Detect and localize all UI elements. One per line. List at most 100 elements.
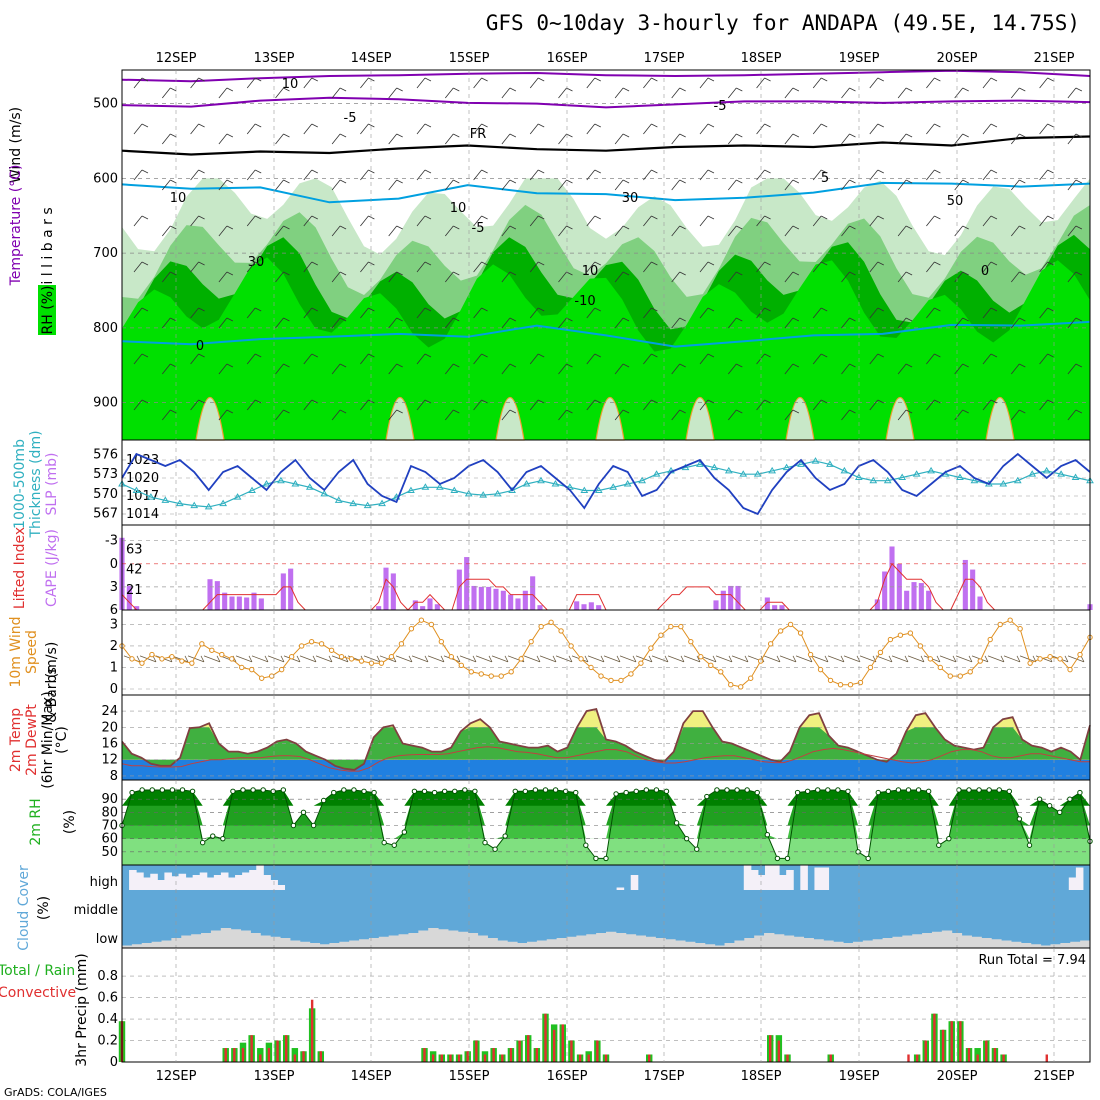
wind-barb: [190, 399, 205, 411]
wind-barb: [529, 307, 545, 319]
thickness-marker: [291, 480, 300, 487]
thickness-marker: [522, 480, 531, 487]
rh2m-marker: [774, 855, 781, 862]
wind-barb: [218, 271, 234, 283]
precip-convective-bar: [527, 1035, 530, 1062]
wind-barb: [473, 307, 488, 319]
cloud-low-bar: [1001, 940, 1012, 948]
cape-bar: [376, 606, 382, 610]
wind-speed-marker: [219, 651, 225, 658]
cloud-low-bar: [625, 934, 637, 948]
wind-speed-marker: [1047, 654, 1053, 660]
wind-barb: [275, 179, 290, 191]
wind-barb: [303, 77, 318, 89]
wind-barb: [812, 307, 828, 319]
cloud-high-bar: [786, 870, 794, 890]
cloud-high-bar: [136, 872, 144, 890]
surface-wind-barb: [299, 655, 317, 663]
rh2m-marker: [683, 835, 690, 842]
bottom-date-label: 18SEP: [741, 1069, 782, 1084]
cloud-low-bar: [546, 939, 558, 948]
rh2m-marker: [169, 787, 176, 793]
dry-pocket: [385, 396, 415, 441]
cloud-high-bar: [800, 865, 808, 890]
wind-tick-label: 3: [110, 617, 118, 632]
wind-barb: [1067, 317, 1083, 329]
wind-barb: [926, 77, 941, 89]
precip-convective-bar: [241, 1048, 245, 1062]
wind-barb: [218, 225, 234, 237]
cloud-low-bar: [289, 940, 301, 948]
contour-label: 0: [196, 339, 204, 354]
wind-barb: [190, 261, 205, 273]
wind-barb: [756, 169, 771, 181]
wind-barb: [529, 353, 545, 365]
thickness-marker: [739, 470, 748, 477]
rh2m-tick-label: 60: [101, 832, 118, 847]
wind-barb: [699, 307, 715, 319]
wind-barb: [388, 317, 403, 329]
surface-wind-barb: [411, 655, 429, 663]
cloud-low-bar: [141, 943, 153, 948]
wind-barb: [869, 307, 884, 319]
rh2m-marker: [885, 788, 892, 794]
wind-speed-marker: [728, 681, 734, 688]
rh2m-marker: [603, 855, 609, 862]
wind-barb: [360, 77, 375, 89]
thickness-marker: [435, 483, 444, 490]
wind-speed-marker: [588, 664, 594, 671]
thickness-marker: [623, 480, 632, 487]
rh2m-fill-band: [122, 790, 1090, 806]
wind-barb: [303, 215, 318, 227]
wind-barb: [275, 409, 290, 421]
wind-barb: [161, 133, 177, 145]
surface-wind-barb: [779, 655, 797, 663]
cloud-low-bar: [181, 935, 192, 948]
wind-speed-marker: [308, 638, 315, 645]
rh2m-marker: [976, 787, 982, 793]
wind-barb: [1039, 399, 1054, 411]
dry-pocket: [785, 396, 815, 441]
wind-barb: [388, 271, 403, 283]
thickness-marker: [883, 476, 892, 484]
rh2m-marker: [1016, 816, 1023, 822]
cloud-low-bar: [704, 944, 716, 948]
rh2m-tick-label: 70: [101, 819, 118, 834]
cloud-low-bar: [349, 940, 360, 948]
cloud-low-bar: [240, 930, 251, 948]
thickness-tick-label: 570: [93, 487, 118, 502]
wind-barb: [982, 307, 998, 319]
bottom-date-label: 16SEP: [547, 1069, 588, 1084]
wind-barb: [699, 123, 715, 135]
pressure-tick-label: 600: [93, 171, 118, 186]
rh2m-marker: [290, 822, 297, 829]
wind-barb: [133, 77, 149, 89]
thickness-marker: [320, 489, 329, 497]
precip-convective-bar: [293, 1054, 297, 1062]
cloud-high-bar: [129, 870, 137, 890]
wind-barb: [869, 77, 884, 89]
wind-barb: [586, 123, 601, 135]
rh2m-marker: [986, 787, 992, 793]
wind-speed-marker: [189, 660, 195, 666]
precip-convective-bar: [769, 1035, 772, 1062]
rh2m-marker: [583, 842, 589, 848]
wind-barb: [614, 87, 630, 99]
wind-barb: [246, 307, 262, 319]
rh2m-marker: [764, 832, 771, 838]
contour-label: 10: [170, 191, 187, 206]
rh2m-marker: [542, 787, 549, 793]
bottom-date-label: 14SEP: [351, 1069, 392, 1084]
cloud-low-bar: [201, 933, 212, 948]
rh2m-marker: [815, 787, 821, 793]
cloud-high-label: high: [90, 875, 118, 890]
wind-barb: [727, 87, 743, 99]
surface-wind-barb: [683, 655, 701, 663]
wind-barb: [558, 409, 573, 421]
cape-bar: [574, 601, 580, 610]
wind-speed-marker: [638, 660, 644, 666]
wind-barb: [586, 77, 601, 89]
wind-barb: [360, 353, 375, 365]
wind-barb: [473, 123, 488, 135]
wind-barb: [869, 261, 884, 273]
